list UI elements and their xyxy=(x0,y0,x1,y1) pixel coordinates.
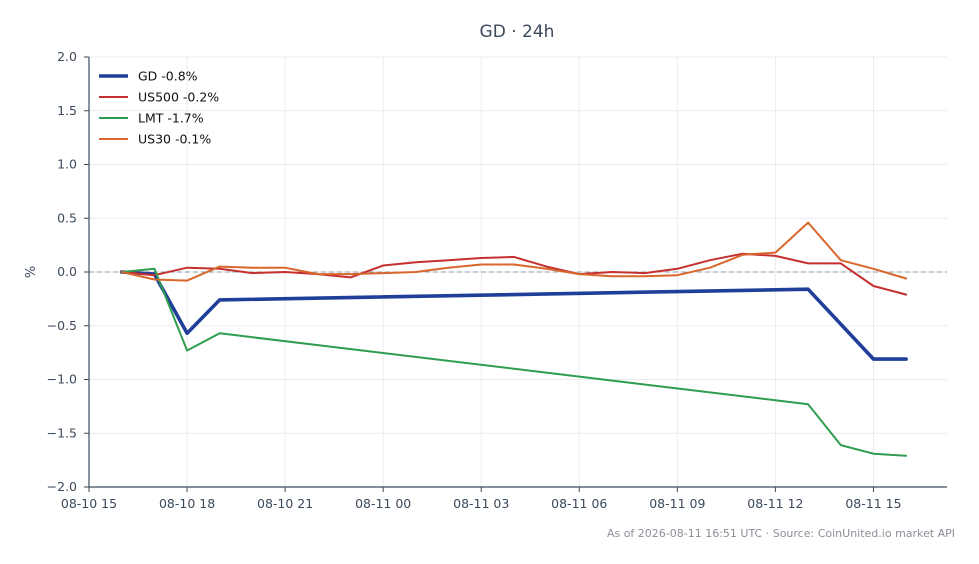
legend-label: US30 -0.1% xyxy=(138,132,211,147)
legend-label: LMT -1.7% xyxy=(138,111,204,126)
legend: GD -0.8% US500 -0.2% LMT -1.7% US30 -0.1% xyxy=(99,69,219,147)
axes: −2.0 −1.5 −1.0 −0.5 0.0 0.5 1.0 1.5 2.0 08-10 15 0… xyxy=(47,49,947,511)
series-line-gd xyxy=(119,270,908,361)
x-tick-label: 08-11 09 xyxy=(649,496,705,511)
series-lines xyxy=(119,221,908,457)
x-tick-label: 08-11 03 xyxy=(453,496,509,511)
x-tick-label: 08-11 12 xyxy=(747,496,803,511)
x-tick-label: 08-10 15 xyxy=(61,496,117,511)
y-tick-label: 0.0 xyxy=(57,264,77,279)
x-tick-label: 08-11 15 xyxy=(845,496,901,511)
x-tick-label: 08-11 06 xyxy=(551,496,607,511)
series-line-us30 xyxy=(120,221,908,282)
chart-title: GD · 24h xyxy=(480,22,555,42)
y-tick-label: −1.5 xyxy=(47,425,77,440)
y-tick-label: 2.0 xyxy=(57,49,77,64)
y-tick-label: 1.0 xyxy=(57,157,77,172)
y-axis-label: % xyxy=(24,266,39,278)
legend-label: US500 -0.2% xyxy=(138,90,219,105)
x-tick-label: 08-10 21 xyxy=(257,496,313,511)
y-tick-label: −1.0 xyxy=(47,372,77,387)
series-line-us500 xyxy=(120,252,908,296)
footer-note: As of 2026-08-11 16:51 UTC · Source: Coi… xyxy=(607,527,955,540)
series-line-lmt xyxy=(120,267,908,457)
y-tick-label: 0.5 xyxy=(57,210,77,225)
y-tick-label: −2.0 xyxy=(47,479,77,494)
legend-label: GD -0.8% xyxy=(138,69,198,84)
y-tick-label: 1.5 xyxy=(57,103,77,118)
x-tick-label: 08-10 18 xyxy=(159,496,215,511)
x-tick-label: 08-11 00 xyxy=(355,496,411,511)
y-tick-label: −0.5 xyxy=(47,318,77,333)
